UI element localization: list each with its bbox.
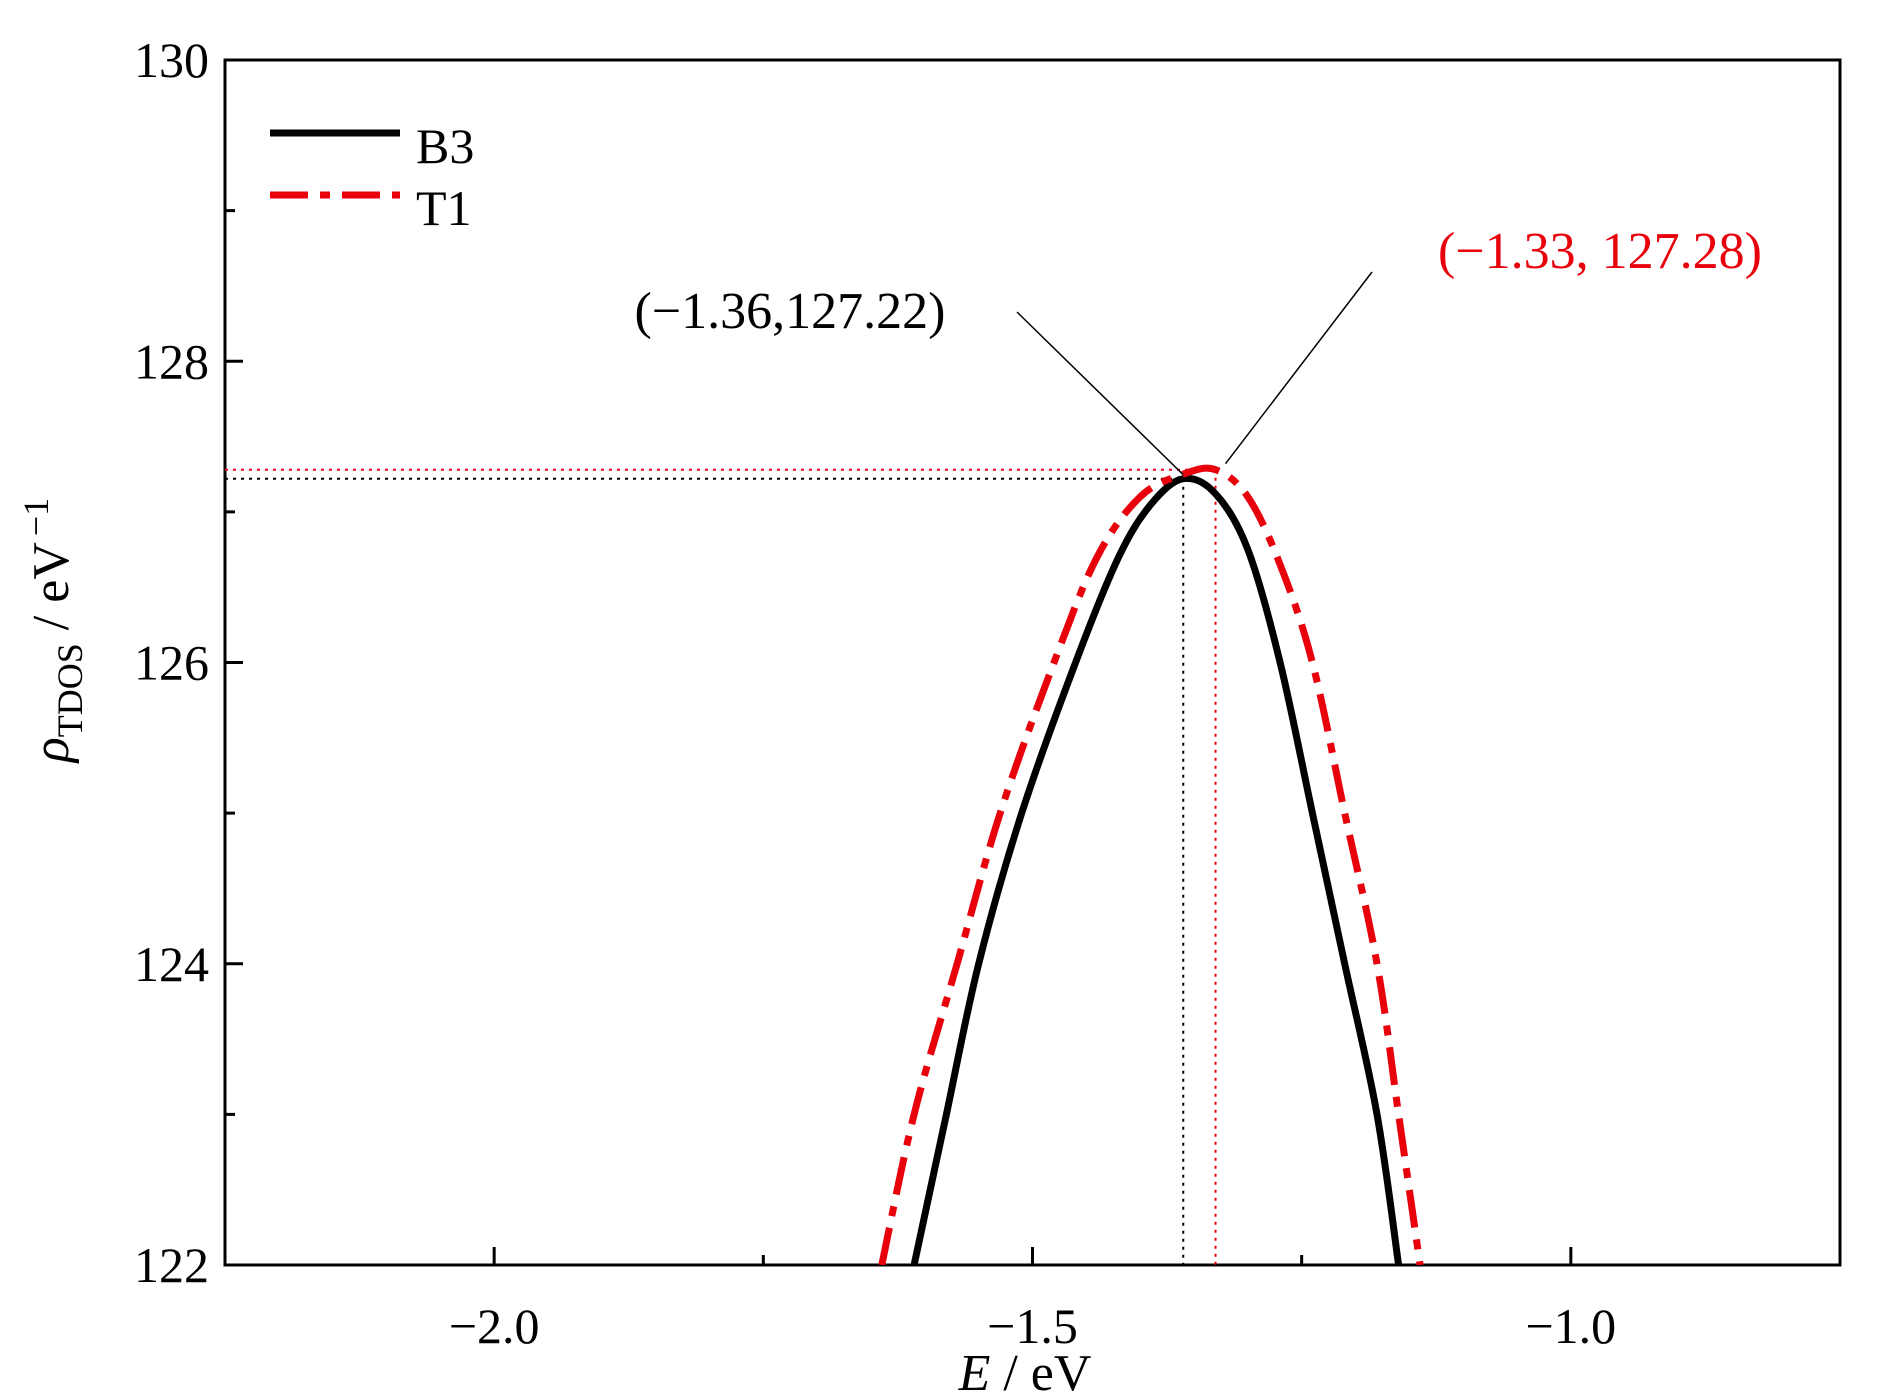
y-axis-subscript: TDOS bbox=[50, 643, 90, 737]
x-tick-label: −1.5 bbox=[987, 1298, 1078, 1354]
y-axis-label: ρTDOS / eV −1 bbox=[16, 498, 90, 764]
axis-ticks: −2.0 −1.5 −1.0 122 124 126 128 130 bbox=[134, 32, 1616, 1354]
annotations: (−1.36,127.22) (−1.33, 127.28) bbox=[575, 223, 1762, 476]
legend: B3 T1 bbox=[258, 112, 488, 242]
y-tick-label: 124 bbox=[134, 936, 209, 992]
x-axis-variable: E bbox=[958, 1345, 991, 1396]
x-axis-unit: / eV bbox=[990, 1345, 1091, 1396]
x-tick-label: −2.0 bbox=[449, 1298, 540, 1354]
y-axis-variable: ρ bbox=[23, 737, 80, 764]
annotation-leader-b3 bbox=[1016, 311, 1184, 476]
annotation-label-t1: (−1.33, 127.28) bbox=[1438, 223, 1762, 280]
y-tick-label: 126 bbox=[134, 635, 209, 691]
x-tick-label: −1.0 bbox=[1525, 1298, 1616, 1354]
annotation-label-b3: (−1.36,127.22) bbox=[635, 283, 946, 340]
series-layer bbox=[878, 464, 1424, 1265]
series-line-b3 bbox=[910, 474, 1403, 1265]
y-axis-unit: / eV bbox=[23, 542, 80, 643]
y-tick-label: 128 bbox=[134, 333, 209, 389]
annotation-background-b3 bbox=[575, 262, 1005, 352]
y-axis-superscript: −1 bbox=[16, 498, 56, 536]
y-tick-label: 130 bbox=[134, 32, 209, 88]
peak-guide-lines bbox=[225, 468, 1217, 1265]
annotation-leader-t1 bbox=[1224, 271, 1373, 465]
legend-label-t1: T1 bbox=[416, 180, 472, 236]
series-line-t1 bbox=[878, 464, 1424, 1265]
y-tick-label: 122 bbox=[134, 1237, 209, 1293]
legend-label-b3: B3 bbox=[416, 118, 474, 174]
x-axis-label: E / eV bbox=[958, 1345, 1092, 1396]
